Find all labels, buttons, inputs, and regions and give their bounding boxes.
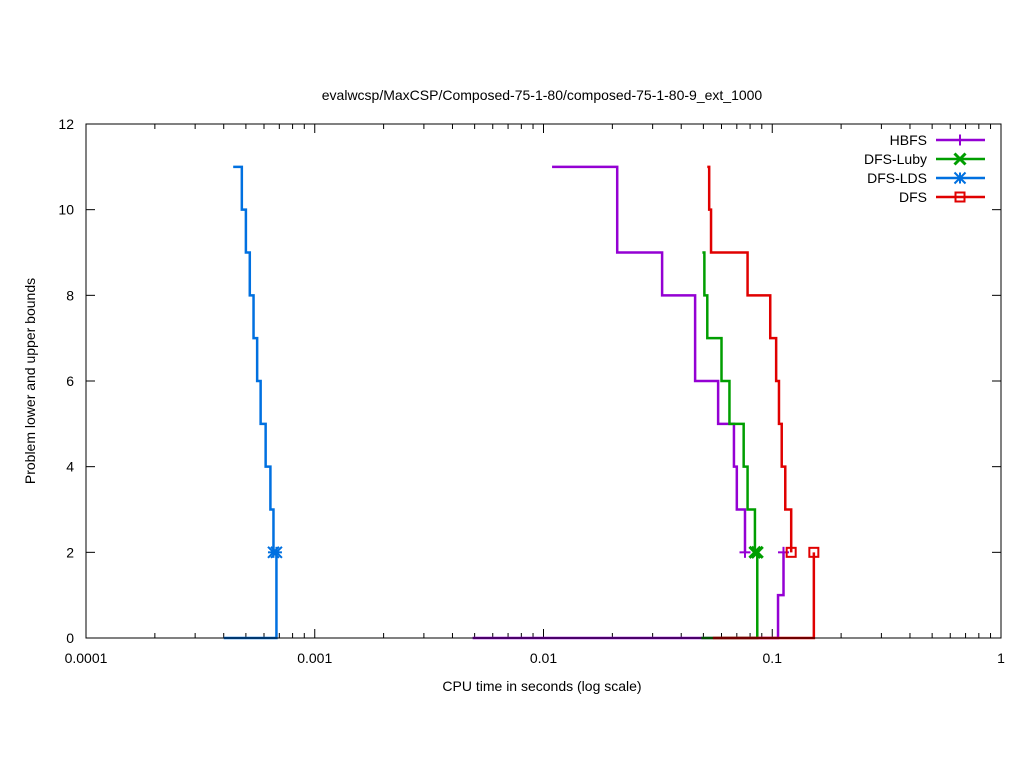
plot-frame xyxy=(85,123,1002,639)
legend-label: DFS-LDS xyxy=(867,170,927,186)
series-marker xyxy=(750,545,764,559)
y-tick-label: 2 xyxy=(66,544,74,560)
series-hbfs xyxy=(472,165,790,640)
series-upper-line xyxy=(707,165,793,553)
series-lower-line xyxy=(712,552,816,640)
series-marker xyxy=(270,546,283,559)
series-upper-line xyxy=(233,165,275,553)
series-dfs-lds xyxy=(223,165,283,640)
legend-entry: DFS xyxy=(899,189,985,205)
legend-marker xyxy=(954,191,966,203)
y-tick-label: 10 xyxy=(58,202,74,218)
series-lower-line xyxy=(472,552,785,640)
series-upper-line xyxy=(552,165,747,553)
y-tick-label: 8 xyxy=(66,287,74,303)
series-marker xyxy=(808,546,820,558)
legend-label: HBFS xyxy=(890,132,927,148)
series-upper-line xyxy=(702,251,757,553)
legend-marker xyxy=(953,171,967,185)
y-tick-label: 4 xyxy=(66,459,74,475)
legend-entry: DFS-Luby xyxy=(864,151,985,167)
chart-title: evalwcsp/MaxCSP/Composed-75-1-80/compose… xyxy=(322,87,763,103)
x-tick-label: 0.1 xyxy=(763,650,783,666)
series-marker xyxy=(748,545,762,559)
series-lower-line xyxy=(701,552,759,640)
series-lower-line xyxy=(223,552,278,640)
legend-entry: DFS-LDS xyxy=(867,170,985,186)
x-tick-label: 0.001 xyxy=(297,650,332,666)
series-marker xyxy=(785,546,797,558)
x-tick-label: 0.01 xyxy=(530,650,557,666)
y-tick-label: 12 xyxy=(58,116,74,132)
series-dfs-luby xyxy=(701,251,764,640)
y-tick-label: 6 xyxy=(66,373,74,389)
series-layer xyxy=(223,165,820,640)
x-tick-label: 0.0001 xyxy=(65,650,108,666)
legend: HBFS DFS-Luby DFS-LDS DFS xyxy=(864,132,985,205)
series-dfs xyxy=(707,165,820,640)
legend-label: DFS-Luby xyxy=(864,151,927,167)
series-marker xyxy=(739,546,751,558)
legend-entry: HBFS xyxy=(890,132,985,148)
legend-marker xyxy=(954,134,966,146)
x-axis-label: CPU time in seconds (log scale) xyxy=(442,678,641,694)
legend-label: DFS xyxy=(899,189,927,205)
y-axis-label: Problem lower and upper bounds xyxy=(22,278,38,484)
y-tick-label: 0 xyxy=(66,630,74,646)
x-tick-label: 1 xyxy=(997,650,1005,666)
legend-marker xyxy=(953,152,967,166)
